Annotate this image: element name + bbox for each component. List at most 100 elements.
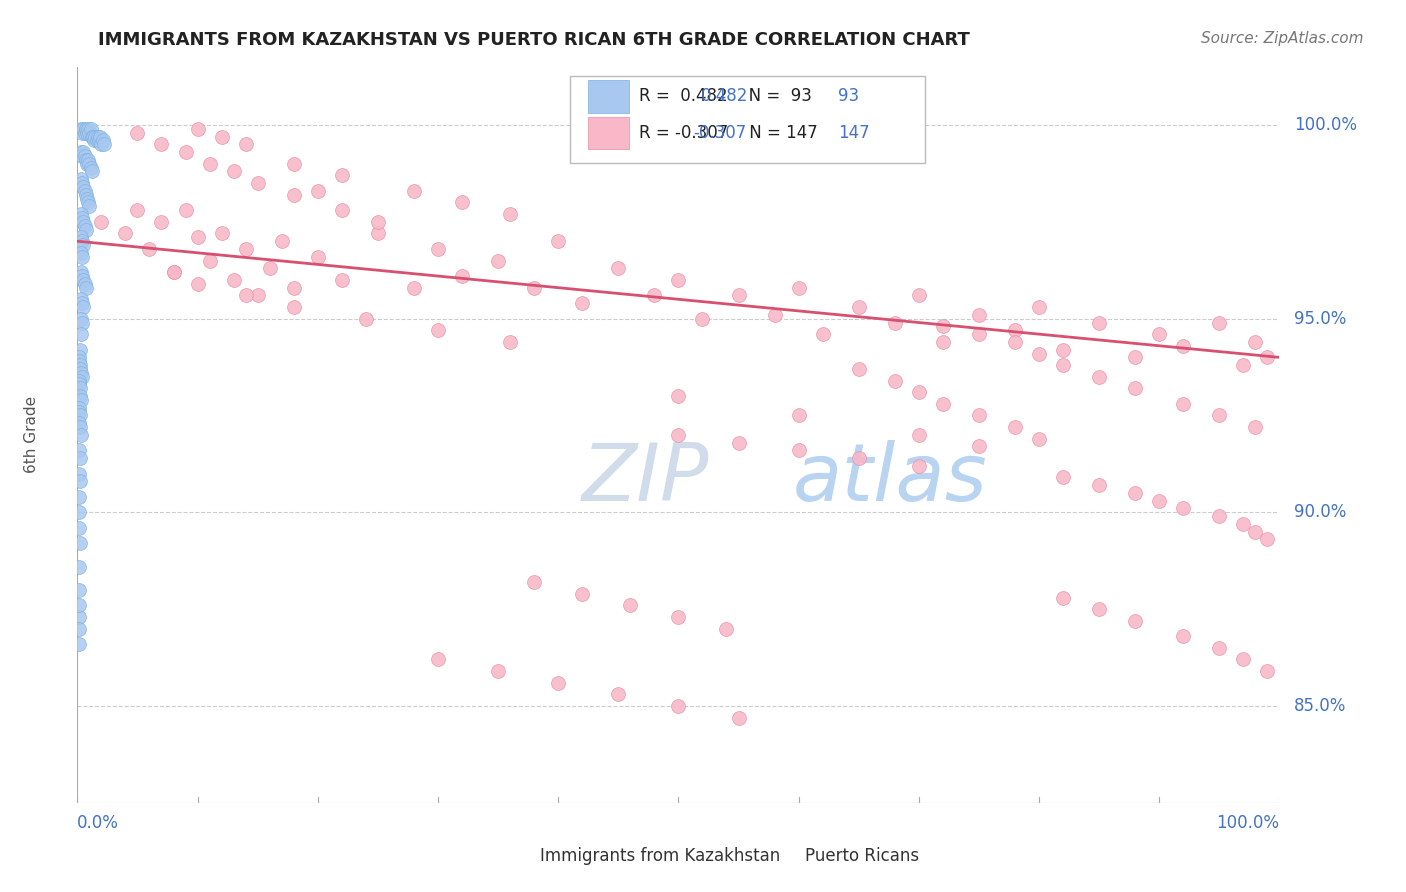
Point <box>235 242 257 256</box>
Point <box>67 354 90 368</box>
FancyBboxPatch shape <box>766 844 797 868</box>
Point <box>811 327 834 342</box>
Point <box>523 575 546 590</box>
Point <box>932 397 955 411</box>
Point <box>76 126 98 140</box>
Point <box>1208 316 1230 330</box>
Point <box>70 176 93 190</box>
Point <box>75 121 97 136</box>
Point <box>150 137 173 152</box>
Point <box>330 273 353 287</box>
Point <box>848 300 870 314</box>
Point <box>73 149 96 163</box>
Point <box>307 184 329 198</box>
Point <box>89 129 111 144</box>
Point <box>127 126 149 140</box>
Point <box>967 308 990 322</box>
Point <box>114 227 136 241</box>
Point <box>1004 334 1026 349</box>
Point <box>69 343 91 357</box>
Text: ZIP: ZIP <box>582 440 710 518</box>
Point <box>883 316 905 330</box>
Point <box>70 126 93 140</box>
Text: Puerto Ricans: Puerto Ricans <box>804 847 918 864</box>
Point <box>1123 351 1146 365</box>
Point <box>67 443 90 458</box>
Point <box>1256 533 1278 547</box>
Point <box>547 675 569 690</box>
Point <box>1028 300 1050 314</box>
Point <box>91 134 114 148</box>
Point <box>619 599 641 613</box>
Point <box>76 157 98 171</box>
Point <box>1123 381 1146 395</box>
Text: 95.0%: 95.0% <box>1294 310 1347 327</box>
Point <box>451 195 474 210</box>
Point <box>668 273 690 287</box>
Point <box>1173 339 1195 353</box>
Point <box>270 234 292 248</box>
Point <box>486 664 509 678</box>
Point <box>75 222 97 236</box>
Point <box>1123 614 1146 628</box>
Point <box>67 416 90 430</box>
Point <box>82 129 104 144</box>
Text: Source: ZipAtlas.com: Source: ZipAtlas.com <box>1201 31 1364 46</box>
Point <box>79 121 101 136</box>
Point <box>283 300 305 314</box>
Point <box>1004 323 1026 337</box>
Point <box>174 203 197 218</box>
Text: 0.482: 0.482 <box>702 87 748 105</box>
Point <box>70 149 93 163</box>
Point <box>70 316 93 330</box>
Point <box>69 536 91 550</box>
Point <box>70 311 93 326</box>
Point <box>1052 591 1074 605</box>
Point <box>80 129 103 144</box>
Point <box>69 420 91 434</box>
Point <box>77 153 100 167</box>
Point <box>90 215 112 229</box>
Point <box>523 281 546 295</box>
Point <box>1052 358 1074 372</box>
Point <box>69 475 91 489</box>
Point <box>1004 420 1026 434</box>
Point <box>70 145 93 160</box>
Point <box>162 265 184 279</box>
Point <box>402 184 425 198</box>
Point <box>668 610 690 624</box>
Point <box>70 245 93 260</box>
Point <box>1028 346 1050 360</box>
Point <box>198 253 221 268</box>
Point <box>1149 493 1171 508</box>
Point <box>186 277 209 291</box>
Point <box>967 327 990 342</box>
Point <box>69 381 91 395</box>
Text: 90.0%: 90.0% <box>1294 503 1347 521</box>
Point <box>76 192 98 206</box>
Text: 93: 93 <box>838 87 859 105</box>
Point <box>86 134 108 148</box>
Point <box>70 369 93 384</box>
Point <box>571 587 593 601</box>
Point <box>283 187 305 202</box>
Text: atlas: atlas <box>793 440 987 518</box>
Point <box>77 195 100 210</box>
Point <box>79 161 101 175</box>
Point <box>354 311 377 326</box>
Point <box>848 451 870 466</box>
Point <box>1123 486 1146 500</box>
Point <box>75 187 97 202</box>
Point <box>162 265 184 279</box>
Text: IMMIGRANTS FROM KAZAKHSTAN VS PUERTO RICAN 6TH GRADE CORRELATION CHART: IMMIGRANTS FROM KAZAKHSTAN VS PUERTO RIC… <box>98 31 970 49</box>
Point <box>1256 351 1278 365</box>
Point <box>70 268 93 283</box>
Point <box>79 126 101 140</box>
Point <box>67 505 90 519</box>
Point <box>427 652 450 666</box>
Point <box>72 121 94 136</box>
Point <box>427 323 450 337</box>
Text: 85.0%: 85.0% <box>1294 697 1347 715</box>
Point <box>763 308 786 322</box>
Point <box>67 610 90 624</box>
